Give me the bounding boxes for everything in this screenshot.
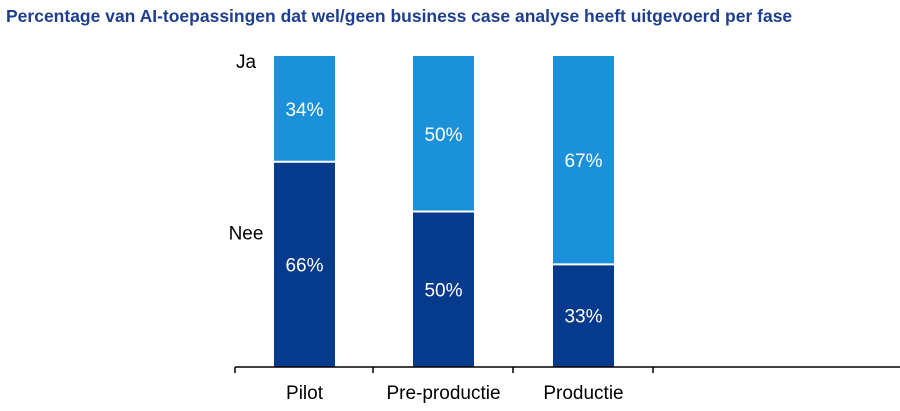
x-tick-label: Pilot bbox=[286, 383, 324, 404]
data-label: 66% bbox=[285, 255, 323, 276]
legend-label-nee: Nee bbox=[229, 223, 264, 244]
bar-nee-pre-productie bbox=[413, 211, 474, 367]
legend-label-ja: Ja bbox=[236, 52, 257, 73]
bar-ja-pilot bbox=[274, 56, 335, 162]
bar-ja-productie bbox=[553, 56, 614, 265]
data-label: 67% bbox=[564, 151, 602, 172]
data-label: 34% bbox=[285, 100, 323, 121]
x-tick-label: Productie bbox=[543, 383, 623, 404]
bar-ja-pre-productie bbox=[413, 56, 474, 212]
data-label: 50% bbox=[424, 280, 462, 301]
x-tick-label: Pre-productie bbox=[386, 383, 500, 404]
bar-nee-pilot bbox=[274, 161, 335, 367]
bar-nee-productie bbox=[553, 264, 614, 367]
data-label: 33% bbox=[564, 307, 602, 328]
chart-title: Percentage van AI-toepassingen dat wel/g… bbox=[6, 6, 793, 26]
data-label: 50% bbox=[424, 125, 462, 146]
